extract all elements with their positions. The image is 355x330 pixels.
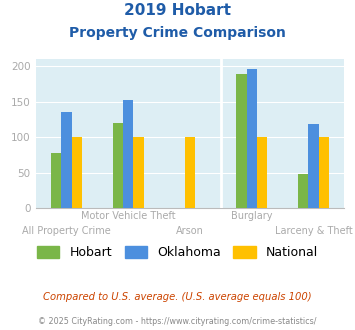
Bar bbox=[308, 124, 319, 208]
Bar bbox=[51, 153, 61, 208]
Bar bbox=[133, 137, 143, 208]
Text: 2019 Hobart: 2019 Hobart bbox=[124, 3, 231, 18]
Bar bbox=[123, 100, 133, 208]
Text: © 2025 CityRating.com - https://www.cityrating.com/crime-statistics/: © 2025 CityRating.com - https://www.city… bbox=[38, 317, 317, 326]
Bar bbox=[236, 74, 246, 208]
Bar bbox=[113, 123, 123, 208]
Text: Burglary: Burglary bbox=[231, 211, 272, 221]
Text: Property Crime Comparison: Property Crime Comparison bbox=[69, 26, 286, 40]
Bar bbox=[72, 137, 82, 208]
Bar bbox=[257, 137, 267, 208]
Text: Arson: Arson bbox=[176, 226, 204, 236]
Text: Larceny & Theft: Larceny & Theft bbox=[274, 226, 353, 236]
Text: Compared to U.S. average. (U.S. average equals 100): Compared to U.S. average. (U.S. average … bbox=[43, 292, 312, 302]
Text: All Property Crime: All Property Crime bbox=[22, 226, 111, 236]
Bar bbox=[298, 174, 308, 208]
Legend: Hobart, Oklahoma, National: Hobart, Oklahoma, National bbox=[32, 241, 323, 264]
Bar bbox=[246, 69, 257, 208]
Bar bbox=[185, 137, 195, 208]
Text: Motor Vehicle Theft: Motor Vehicle Theft bbox=[81, 211, 175, 221]
Bar bbox=[61, 113, 72, 208]
Bar bbox=[319, 137, 329, 208]
